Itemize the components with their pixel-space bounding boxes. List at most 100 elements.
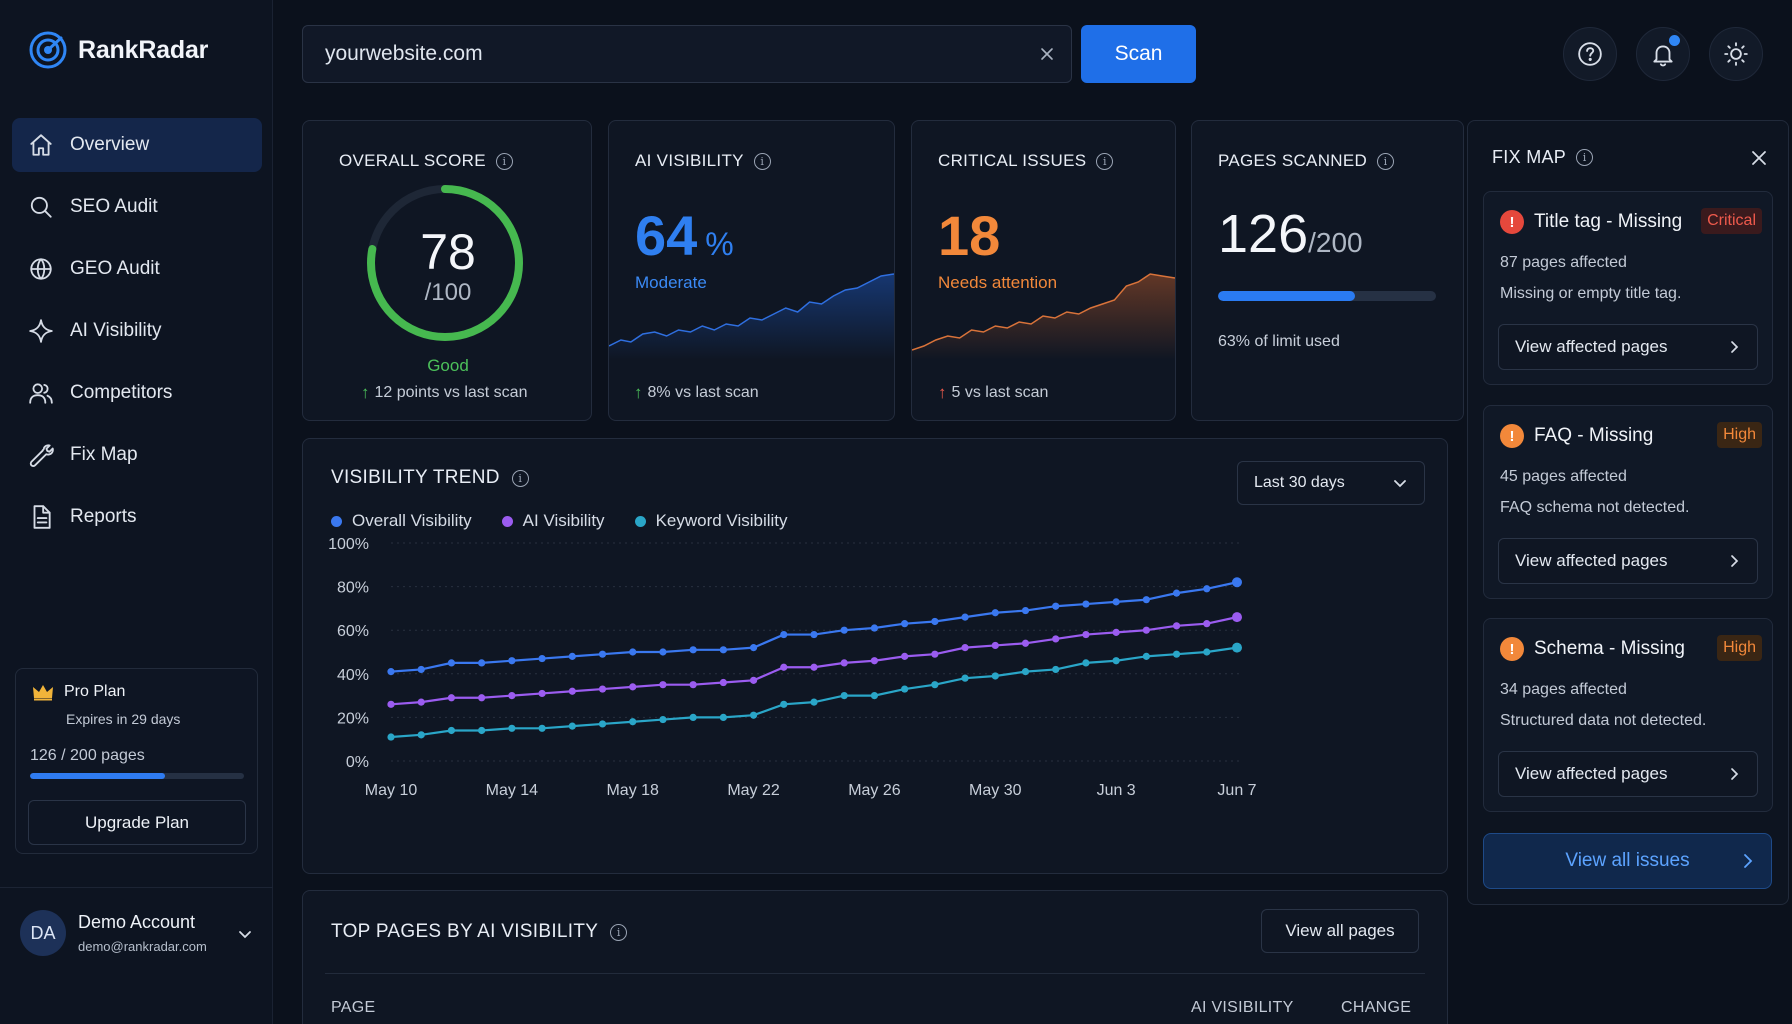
legend-item[interactable]: Keyword Visibility bbox=[634, 511, 788, 531]
info-icon[interactable]: i bbox=[753, 152, 771, 170]
legend-item[interactable]: Overall Visibility bbox=[331, 511, 472, 531]
pages-usage-bar bbox=[1218, 291, 1436, 301]
search-icon bbox=[30, 196, 52, 218]
issue-action-label: View affected pages bbox=[1515, 764, 1668, 783]
legend-label: Overall Visibility bbox=[352, 511, 472, 530]
account-name: Demo Account bbox=[78, 912, 196, 932]
nav-item-overview[interactable]: Overview bbox=[12, 118, 262, 172]
chevron-down-icon[interactable] bbox=[236, 925, 254, 943]
nav-item-seo-audit[interactable]: SEO Audit bbox=[12, 180, 262, 234]
data-point bbox=[447, 659, 456, 667]
sun-icon bbox=[1724, 42, 1748, 66]
y-tick-label: 80% bbox=[337, 580, 369, 597]
account-menu[interactable]: DA Demo Account demo@rankradar.com bbox=[20, 910, 207, 956]
view-all-issues-button[interactable]: View all issues bbox=[1483, 833, 1772, 889]
data-point bbox=[447, 694, 456, 702]
critical-issues-status: Needs attention bbox=[938, 273, 1058, 292]
nav-item-ai-visibility[interactable]: AI Visibility bbox=[12, 304, 262, 358]
data-point bbox=[991, 641, 999, 650]
column-header-change[interactable]: CHANGE bbox=[1341, 999, 1412, 1016]
card-title-text: CRITICAL ISSUES bbox=[938, 151, 1087, 170]
column-header-page[interactable]: PAGE bbox=[331, 999, 376, 1016]
data-point bbox=[689, 713, 697, 721]
issue-action-label: View affected pages bbox=[1515, 551, 1668, 570]
data-point bbox=[478, 726, 486, 735]
help-button[interactable] bbox=[1563, 27, 1617, 81]
date-range-select[interactable]: Last 30 days bbox=[1237, 461, 1425, 505]
data-point bbox=[840, 692, 848, 700]
data-point bbox=[931, 650, 939, 658]
url-input-value[interactable]: yourwebsite.com bbox=[325, 42, 483, 65]
x-tick-label: May 18 bbox=[606, 782, 659, 799]
scan-button[interactable]: Scan bbox=[1081, 25, 1196, 83]
critical-issues-value: 18 bbox=[938, 204, 1001, 267]
nav-label: Overview bbox=[70, 134, 150, 155]
legend-dot bbox=[501, 515, 513, 527]
data-point bbox=[1021, 668, 1030, 676]
info-icon[interactable]: i bbox=[511, 469, 529, 487]
issue-header: ! Schema - Missing bbox=[1500, 637, 1685, 661]
pages-usage-text: 63% of limit used bbox=[1218, 333, 1340, 350]
card-title-text: PAGES SCANNED bbox=[1218, 151, 1368, 170]
nav-item-fix-map[interactable]: Fix Map bbox=[12, 428, 262, 482]
trend-title-text: VISIBILITY TREND bbox=[331, 467, 500, 488]
close-icon[interactable] bbox=[1748, 147, 1770, 169]
data-point bbox=[901, 652, 909, 660]
nav-label: SEO Audit bbox=[70, 196, 158, 217]
data-point bbox=[1172, 650, 1181, 658]
data-point bbox=[629, 718, 637, 726]
chart-legend: Overall Visibility AI Visibility Keyword… bbox=[331, 511, 788, 531]
data-point bbox=[1112, 657, 1120, 665]
clear-icon[interactable] bbox=[1037, 44, 1057, 64]
critical-issues-delta: ↑ 5 vs last scan bbox=[938, 383, 1048, 403]
critical-issues-delta-text: 5 vs last scan bbox=[951, 384, 1049, 401]
info-icon[interactable]: i bbox=[1096, 152, 1114, 170]
info-icon[interactable]: i bbox=[495, 152, 513, 170]
top-pages-title: TOP PAGES BY AI VISIBILITY i bbox=[331, 921, 628, 943]
sparkle-icon bbox=[29, 319, 53, 343]
data-point bbox=[689, 646, 697, 654]
data-point bbox=[719, 646, 727, 654]
data-point bbox=[780, 700, 788, 708]
url-search-field[interactable]: yourwebsite.com bbox=[302, 25, 1072, 83]
x-tick-label: May 22 bbox=[727, 782, 780, 799]
view-affected-pages-button[interactable]: View affected pages bbox=[1498, 751, 1758, 797]
data-point bbox=[508, 692, 516, 700]
data-point bbox=[689, 681, 697, 689]
critical-issues-card: CRITICAL ISSUES i 18 Needs attention ↑ 5… bbox=[911, 120, 1176, 421]
legend-item[interactable]: AI Visibility bbox=[501, 511, 605, 531]
info-icon[interactable]: i bbox=[1377, 152, 1395, 170]
fix-map-panel: FIX MAP i ! Title tag - Missing Critical… bbox=[1467, 120, 1789, 905]
data-point bbox=[1203, 648, 1211, 656]
nav-item-reports[interactable]: Reports bbox=[12, 490, 262, 544]
data-point bbox=[629, 683, 637, 691]
x-tick-label: Jun 7 bbox=[1217, 782, 1256, 799]
home-icon bbox=[30, 134, 52, 156]
nav-item-geo-audit[interactable]: GEO Audit bbox=[12, 242, 262, 296]
info-icon[interactable]: i bbox=[1576, 149, 1594, 166]
data-point bbox=[870, 657, 879, 665]
theme-toggle-button[interactable] bbox=[1709, 27, 1763, 81]
column-header-ai-visibility[interactable]: AI VISIBILITY bbox=[1191, 999, 1294, 1016]
data-point bbox=[870, 624, 879, 632]
view-affected-pages-button[interactable]: View affected pages bbox=[1498, 538, 1758, 584]
issue-description: Structured data not detected. bbox=[1500, 712, 1707, 729]
chevron-right-icon bbox=[1744, 854, 1753, 868]
data-point bbox=[508, 657, 516, 665]
data-point bbox=[961, 674, 969, 682]
data-point bbox=[417, 698, 425, 706]
info-icon[interactable]: i bbox=[610, 923, 628, 941]
x-tick-label: May 30 bbox=[969, 782, 1022, 799]
data-point bbox=[447, 726, 456, 735]
view-affected-pages-button[interactable]: View affected pages bbox=[1498, 324, 1758, 370]
ai-visibility-value: 64% bbox=[635, 203, 734, 268]
brand-name: RankRadar bbox=[78, 35, 209, 64]
data-point bbox=[991, 609, 999, 617]
nav-item-competitors[interactable]: Competitors bbox=[12, 366, 262, 420]
upgrade-plan-button[interactable]: Upgrade Plan bbox=[28, 800, 246, 845]
notifications-button[interactable] bbox=[1636, 27, 1690, 81]
brand[interactable]: RankRadar bbox=[28, 30, 208, 70]
alert-icon: ! bbox=[1500, 210, 1524, 234]
data-point bbox=[931, 681, 939, 689]
view-all-pages-button[interactable]: View all pages bbox=[1261, 909, 1419, 953]
